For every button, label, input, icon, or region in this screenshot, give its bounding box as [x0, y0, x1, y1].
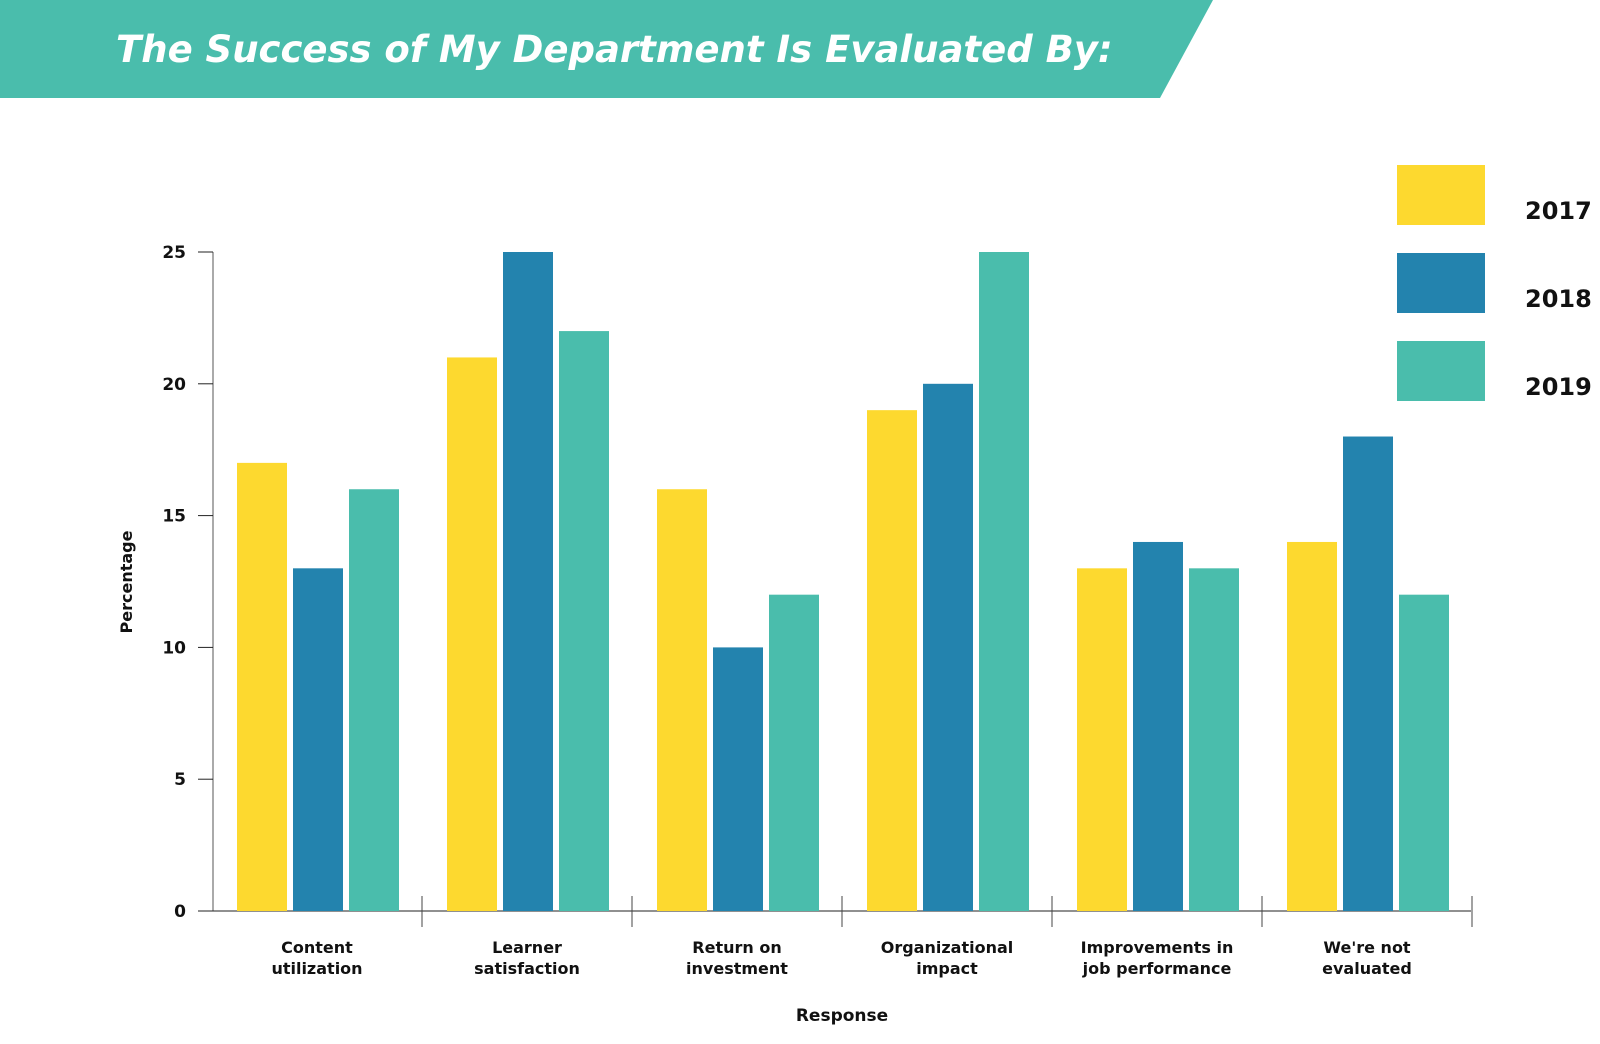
legend-label-2017: 2017 — [1525, 197, 1592, 225]
x-axis-label: Response — [796, 1006, 888, 1026]
x-tick-label: Return on — [692, 938, 781, 957]
y-tick-label: 15 — [162, 507, 186, 527]
y-tick-label: 20 — [162, 375, 186, 395]
x-tick-label: impact — [916, 959, 978, 978]
chart-title: The Success of My Department Is Evaluate… — [116, 28, 1113, 71]
bar-2017-3 — [867, 410, 917, 911]
legend-swatch-2017 — [1397, 165, 1485, 225]
bar-2018-0 — [293, 568, 343, 911]
bar-2017-0 — [237, 462, 287, 911]
x-tick-label: We're not — [1323, 938, 1411, 957]
x-tick-label: utilization — [271, 959, 362, 978]
x-tick-label: Content — [281, 938, 353, 957]
bar-2019-2 — [769, 594, 819, 911]
legend-swatch-2018 — [1397, 253, 1485, 313]
bar-2019-5 — [1399, 594, 1449, 911]
bar-2017-5 — [1287, 541, 1337, 911]
y-axis-label: Percentage — [117, 530, 136, 633]
bar-2017-4 — [1077, 568, 1127, 911]
bar-2018-4 — [1133, 541, 1183, 911]
legend-swatch-2019 — [1397, 341, 1485, 401]
bar-2017-1 — [447, 357, 497, 911]
x-tick-label: Improvements in — [1081, 938, 1234, 957]
y-tick-label: 0 — [174, 902, 186, 922]
bar-2018-3 — [923, 383, 973, 911]
x-tick-label: investment — [686, 959, 788, 978]
bar-2019-4 — [1189, 568, 1239, 911]
bar-2019-3 — [979, 252, 1029, 911]
x-tick-label: satisfaction — [474, 959, 580, 978]
legend-label-2019: 2019 — [1525, 373, 1592, 401]
bar-2017-2 — [657, 489, 707, 911]
x-tick-label: job performance — [1082, 959, 1232, 978]
legend-label-2018: 2018 — [1525, 285, 1592, 313]
bar-2019-0 — [349, 489, 399, 911]
x-tick-label: Learner — [492, 938, 562, 957]
y-tick-label: 25 — [162, 243, 186, 263]
x-tick-label: evaluated — [1322, 959, 1412, 978]
y-tick-label: 10 — [162, 638, 186, 658]
title-banner — [0, 0, 1213, 98]
y-tick-label: 5 — [174, 770, 186, 790]
bar-2018-5 — [1343, 436, 1393, 911]
bar-2019-1 — [559, 331, 609, 912]
x-tick-label: Organizational — [881, 938, 1014, 957]
bar-2018-1 — [503, 252, 553, 911]
bar-2018-2 — [713, 647, 763, 911]
